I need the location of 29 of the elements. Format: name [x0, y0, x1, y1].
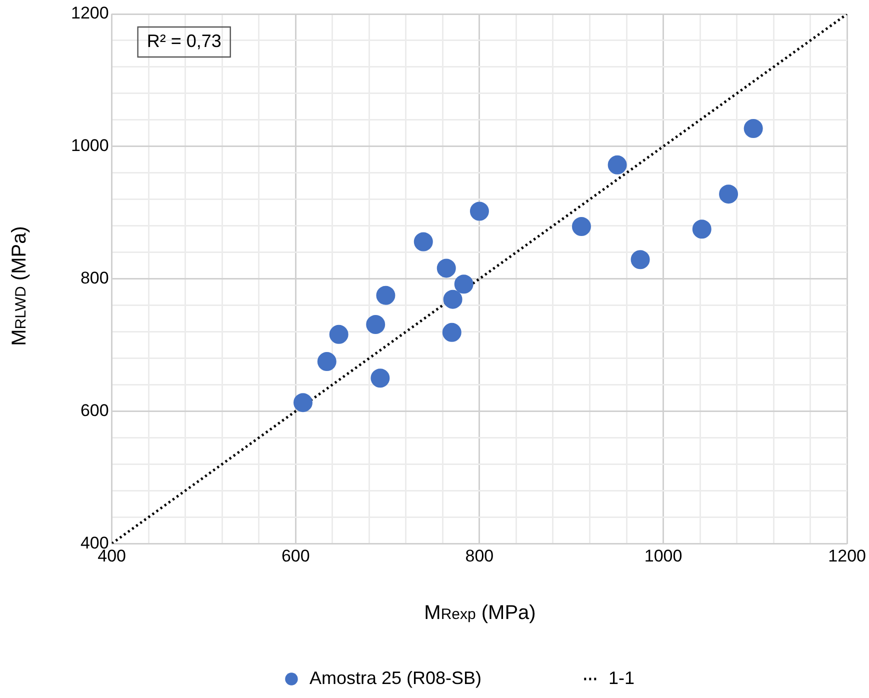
point: [293, 393, 312, 412]
y-tick-label: 1200: [70, 4, 109, 23]
x-tick-label: 1200: [828, 546, 866, 566]
point: [719, 184, 738, 204]
point: [608, 155, 627, 174]
y-tick-label: 800: [80, 268, 109, 288]
x-tick-label: 800: [465, 546, 494, 566]
x-tick-label: 600: [281, 546, 310, 566]
y-tick-label: 1000: [70, 136, 109, 156]
point: [414, 232, 433, 252]
point: [454, 274, 474, 294]
x-tick-label: 1000: [644, 546, 682, 566]
point: [436, 258, 456, 278]
point: [442, 322, 462, 342]
point: [744, 119, 763, 138]
point: [370, 368, 390, 388]
point: [692, 220, 712, 239]
legend-label: 1-1: [608, 668, 635, 688]
y-tick-label: 600: [80, 400, 109, 420]
annotation: R² = 0,73: [146, 30, 222, 51]
point: [572, 217, 591, 236]
point: [329, 324, 348, 344]
point: [443, 290, 462, 309]
point: [376, 286, 396, 305]
point: [630, 250, 650, 270]
point: [317, 352, 336, 372]
point: [366, 314, 386, 334]
legend-label: Amostra 25 (R08-SB): [309, 668, 482, 688]
point: [470, 202, 489, 221]
